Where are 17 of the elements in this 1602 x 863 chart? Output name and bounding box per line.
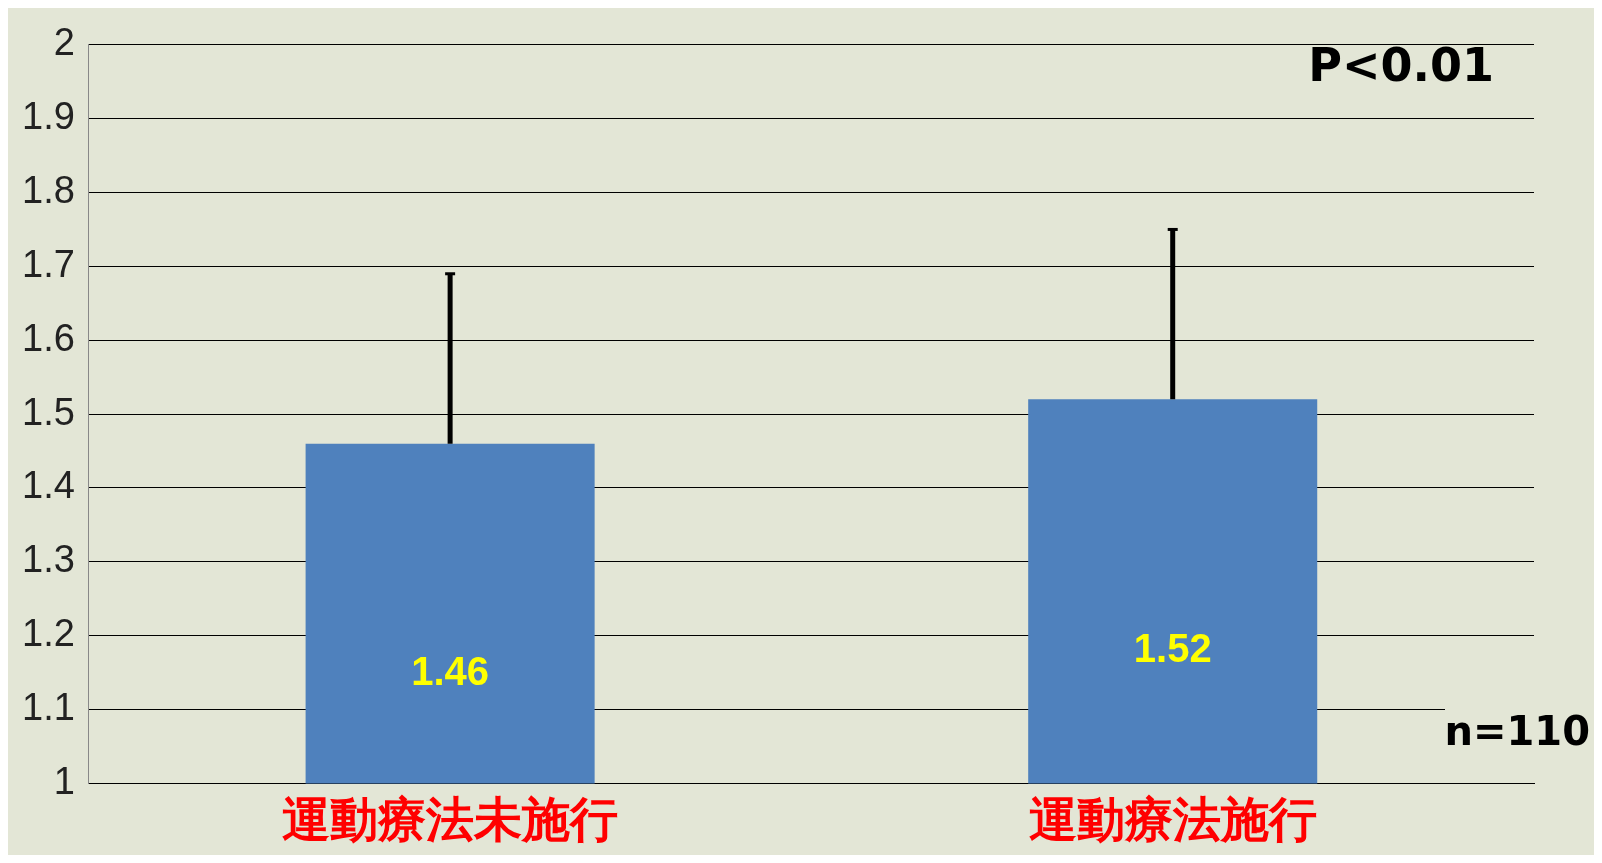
y-tick-label: 1.8 — [22, 169, 75, 211]
data-label: 1.46 — [411, 648, 490, 693]
annotation: P<0.01 — [1308, 38, 1494, 92]
y-tick-label: 1.2 — [22, 612, 75, 655]
y-tick-label: 1.7 — [22, 242, 75, 285]
annotation: n=110 — [1444, 708, 1590, 754]
y-tick-label: 1.5 — [22, 390, 75, 433]
y-tick-label: 1.9 — [22, 95, 75, 138]
x-tick-label: 運動療法施行 — [1028, 790, 1317, 847]
y-tick-label: 1.1 — [22, 686, 75, 729]
y-tick-label: 1.3 — [22, 538, 75, 581]
y-tick-label: 1.4 — [22, 464, 75, 507]
x-tick-label: 運動療法未施行 — [282, 790, 619, 847]
data-label: 1.52 — [1133, 626, 1212, 671]
y-tick-label: 1 — [53, 759, 75, 802]
y-tick-label: 1.6 — [22, 316, 75, 359]
y-tick-label: 2 — [53, 21, 75, 64]
